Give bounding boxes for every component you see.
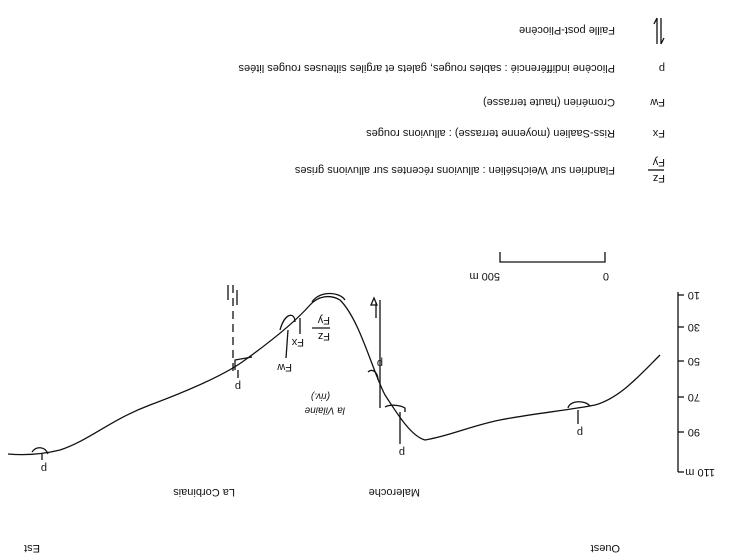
- scale-bar: [500, 252, 605, 262]
- profile-labels-p: p: [235, 380, 241, 392]
- profile-labels-fy: Fy: [317, 314, 330, 326]
- 1-text: Riss-Saalien (moyenne terrasse) : alluvi…: [366, 127, 615, 139]
- fault-arrow: [371, 298, 377, 318]
- profile-labels-fw: Fw: [277, 361, 292, 373]
- elevation-axis-2: 50: [688, 355, 700, 367]
- profile-labels-p: p: [577, 426, 583, 438]
- legend-fault-symbol: [654, 18, 664, 44]
- profile-labels-p: p: [377, 357, 383, 369]
- cross-section: Ouest Est Maleroche La Corbinais la Vilaine (…: [0, 0, 735, 558]
- places-maleroche: Maleroche: [369, 486, 420, 498]
- 2-text: Cromérien (haute terrasse): [483, 96, 615, 108]
- directions-west: Ouest: [591, 542, 620, 554]
- elevation-axis-1: 30: [688, 321, 700, 333]
- elevation-axis-0: 10: [688, 289, 700, 301]
- elevation-axis-3: 70: [688, 391, 700, 403]
- elevation-axis-5: 110 m: [685, 466, 715, 478]
- terrain-profile: [8, 297, 660, 455]
- profile-labels-fx: Fx: [291, 336, 304, 348]
- profile-labels-p: p: [41, 462, 47, 474]
- page: {"directions": {"west": "Ouest", "east":…: [0, 0, 735, 558]
- 3-symbol: p: [659, 62, 665, 74]
- profile-labels-fz: Fz: [318, 330, 330, 342]
- leaders: [42, 318, 578, 460]
- 0-text: Flandrien sur Weichsélien : alluvions ré…: [294, 164, 615, 176]
- profile-labels-p: p: [399, 446, 405, 458]
- places-river: la Vilaine: [304, 404, 345, 415]
- scale-bar-1: 500 m: [469, 270, 500, 282]
- directions-east: Est: [24, 542, 40, 554]
- places-corbinais: La Corbinais: [173, 486, 235, 498]
- scale-bar-0: 0: [603, 270, 609, 282]
- elevation-axis-4: 90: [688, 426, 700, 438]
- 4-text: Faille post-Pliocène: [519, 24, 615, 36]
- 0-symbol2: Fy: [652, 156, 665, 168]
- places-river-note: (riv.): [311, 390, 330, 401]
- 1-symbol: Fx: [652, 127, 665, 139]
- 2-symbol: Fw: [650, 96, 665, 108]
- lens: [235, 357, 252, 370]
- 0-symbol: Fz: [653, 172, 665, 184]
- 3-text: Pliocène indifférencié : sables rouges, …: [238, 62, 615, 74]
